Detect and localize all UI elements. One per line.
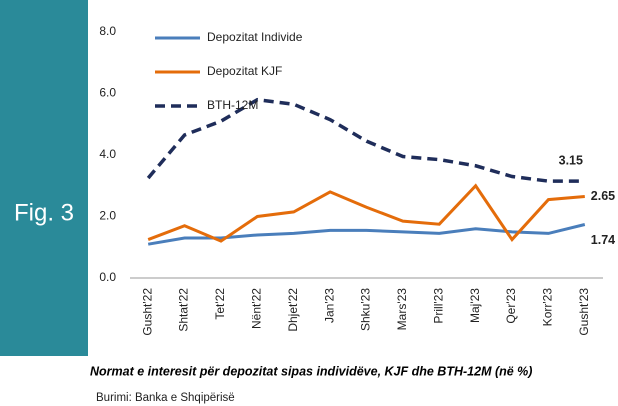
data-label: 3.15	[559, 153, 583, 167]
y-tick-label: 8.0	[99, 24, 116, 38]
x-tick-label: Prill'23	[431, 288, 445, 324]
x-tick-label: Tet'22	[213, 288, 227, 320]
series-line	[147, 183, 585, 243]
y-tick-label: 0.0	[99, 270, 116, 284]
figure-panel	[0, 0, 88, 356]
x-tick-label: Gusht'22	[140, 288, 154, 336]
data-label: 1.74	[591, 233, 615, 247]
x-tick-label: Korr'23	[541, 288, 555, 327]
x-tick-label: Shku'23	[359, 288, 373, 331]
y-tick-label: 4.0	[99, 147, 116, 161]
caption: Normat e interesit për depozitat sipas i…	[90, 364, 532, 378]
legend-label: Depozitat KJF	[207, 64, 282, 78]
x-tick-label: Maj'23	[468, 288, 482, 323]
x-tick-label: Qer'23	[504, 288, 518, 324]
series-line	[147, 223, 586, 246]
x-tick-label: Nënt'22	[250, 288, 264, 329]
x-tick-label: Shtat'22	[177, 288, 191, 332]
x-tick-label: Gusht'23	[577, 288, 591, 336]
y-tick-label: 2.0	[99, 209, 116, 223]
data-label: 2.65	[591, 189, 615, 203]
series-line	[146, 97, 585, 183]
legend-label: BTH-12M	[207, 98, 258, 112]
source: Burimi: Banka e Shqipërisë	[96, 392, 235, 404]
y-tick-label: 6.0	[99, 86, 116, 100]
x-tick-label: Dhjet'22	[286, 288, 300, 332]
x-tick-label: Mars'23	[395, 288, 409, 331]
figure-label: Fig. 3	[14, 199, 74, 226]
x-tick-label: Jan'23	[322, 288, 336, 323]
legend-label: Depozitat Individe	[207, 30, 303, 44]
